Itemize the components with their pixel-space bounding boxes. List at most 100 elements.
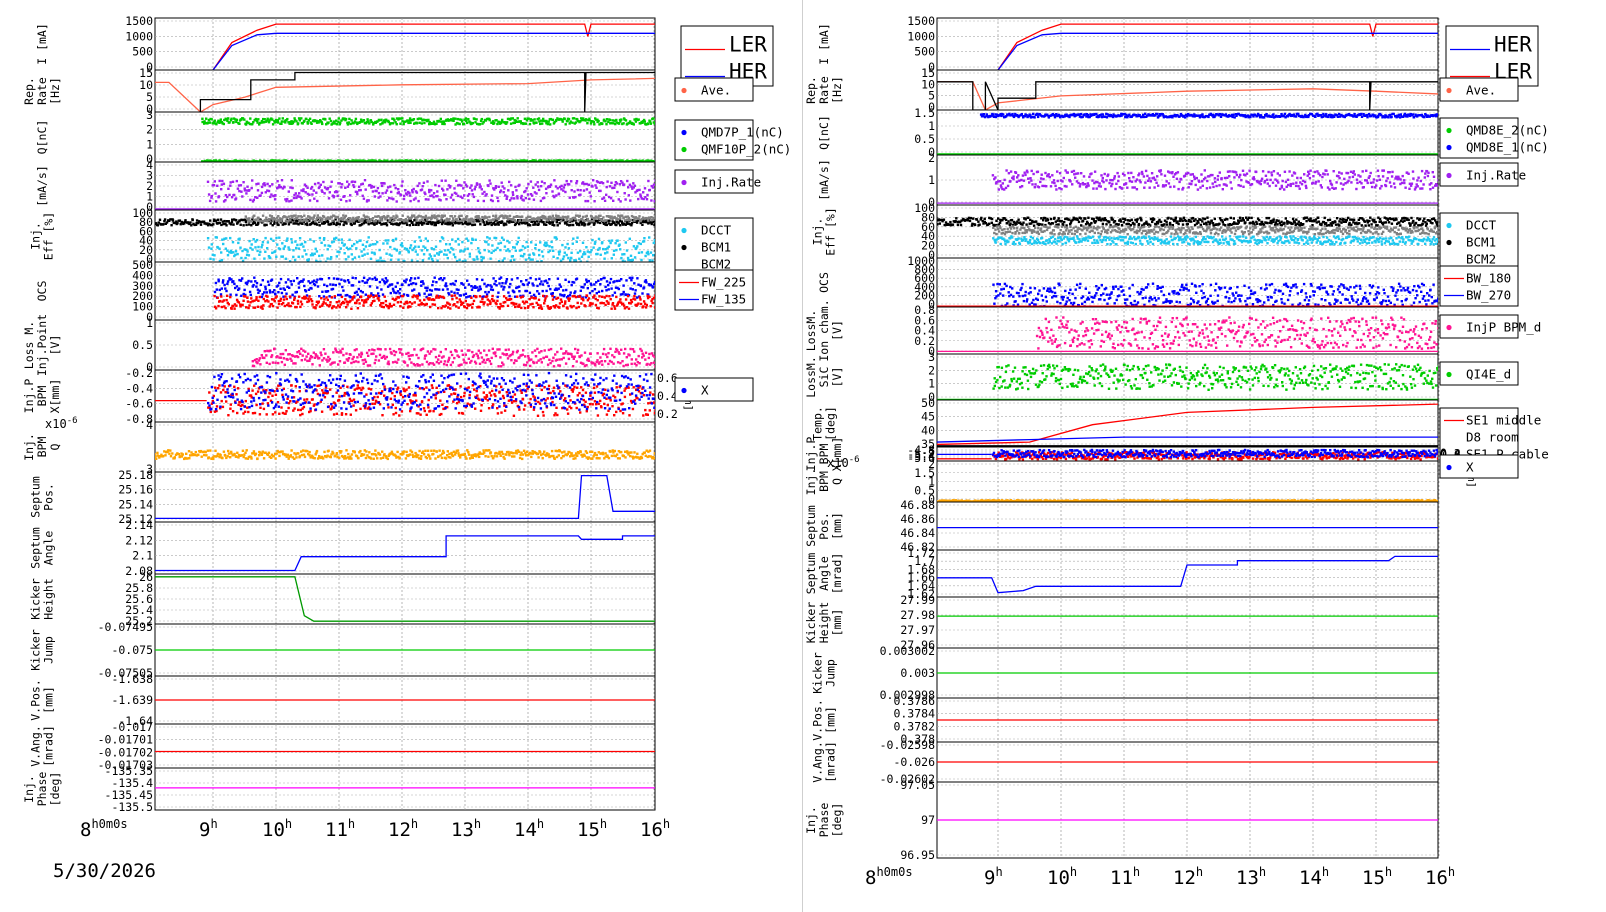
left-data-point	[559, 259, 563, 262]
left-data-point	[422, 303, 425, 306]
left-data-point	[318, 159, 321, 162]
left-data-point	[250, 280, 253, 283]
left-data-point	[659, 195, 661, 197]
left-data-point	[528, 253, 531, 256]
left-data-point	[586, 287, 589, 290]
left-data-point	[226, 282, 229, 285]
left-data-point	[514, 305, 517, 309]
left-data-point	[539, 241, 542, 244]
left-data-point	[559, 159, 562, 162]
left-data-point	[281, 242, 284, 245]
left-data-point	[448, 303, 452, 306]
left-data-point	[495, 284, 498, 287]
left-data-point	[337, 351, 340, 354]
left-data-point	[475, 278, 479, 281]
left-data-point	[239, 246, 242, 249]
left-data-point	[463, 305, 466, 309]
left-data-point	[405, 247, 409, 251]
left-data-point	[337, 300, 341, 303]
left-data-point	[428, 122, 431, 126]
left-data-point	[401, 353, 404, 356]
left-data-point	[226, 280, 230, 283]
left-data-point	[529, 258, 532, 261]
left-panel-frame	[154, 111, 656, 163]
left-data-point	[541, 289, 544, 293]
left-data-point	[656, 215, 658, 217]
left-data-point	[642, 191, 645, 194]
left-data-point	[662, 294, 664, 296]
left-data-point	[474, 185, 477, 188]
left-data-point	[622, 216, 625, 219]
left-data-point	[344, 220, 347, 223]
left-data-point	[402, 122, 405, 126]
left-legend-label: Ave.	[701, 83, 731, 98]
left-data-point	[362, 214, 365, 217]
left-data-point	[607, 160, 610, 162]
left-data-point	[533, 219, 536, 223]
left-data-point	[687, 215, 689, 217]
left-data-point	[612, 199, 615, 202]
left-data-point	[306, 192, 310, 196]
left-data-point	[602, 302, 605, 305]
left-legend-box	[674, 269, 754, 311]
left-data-point	[587, 297, 591, 300]
left-data-point	[670, 122, 672, 124]
left-data-point	[226, 119, 229, 122]
left-data-point	[405, 278, 408, 281]
left-data-point	[247, 279, 250, 283]
left-data-point	[481, 219, 485, 222]
left-data-point	[433, 276, 436, 279]
left-data-point	[647, 159, 650, 162]
left-data-point	[437, 221, 440, 225]
left-data-point	[633, 295, 636, 298]
left-data-point	[540, 180, 544, 183]
left-data-point	[549, 287, 552, 291]
left-data-point	[490, 285, 493, 288]
left-data-point	[491, 298, 494, 301]
left-data-point	[572, 281, 576, 284]
left-data-point	[607, 288, 610, 291]
left-data-point	[287, 246, 290, 249]
left-data-point	[409, 217, 413, 220]
left-data-point	[235, 285, 239, 288]
left-data-point	[343, 160, 346, 162]
left-data-point	[532, 361, 536, 365]
left-data-point	[258, 357, 261, 360]
left-data-point	[250, 243, 253, 246]
left-data-point	[434, 348, 437, 351]
left-data-point	[451, 224, 454, 227]
left-data-point	[499, 190, 502, 194]
left-y-tick-label: 1000	[125, 29, 153, 43]
left-data-point	[294, 192, 297, 195]
left-data-point	[634, 120, 637, 123]
left-data-point	[413, 348, 416, 351]
left-data-point	[235, 304, 238, 307]
left-data-point	[396, 281, 399, 285]
left-data-point	[319, 260, 322, 262]
left-data-point	[595, 292, 598, 295]
left-data-point	[266, 219, 269, 222]
left-data-point	[573, 294, 576, 298]
left-data-point	[397, 358, 400, 361]
left-data-point	[448, 356, 451, 360]
left-data-point	[362, 304, 365, 307]
left-data-point	[476, 257, 479, 261]
left-data-point	[241, 117, 245, 120]
left-data-point	[343, 280, 347, 283]
left-data-point	[263, 350, 266, 353]
left-data-point	[601, 182, 605, 185]
left-data-point	[409, 305, 412, 308]
left-data-point	[281, 187, 285, 190]
left-data-point	[445, 198, 448, 201]
left-data-point	[572, 237, 575, 240]
left-data-point	[373, 299, 376, 302]
left-data-point	[488, 179, 491, 182]
left-data-point	[414, 250, 417, 253]
left-data-point	[499, 276, 503, 279]
left-data-point	[211, 160, 214, 162]
left-data-point	[224, 199, 227, 202]
left-data-point	[482, 303, 485, 306]
left-data-point	[346, 293, 349, 297]
left-data-point	[664, 118, 666, 120]
left-data-point	[361, 359, 364, 362]
